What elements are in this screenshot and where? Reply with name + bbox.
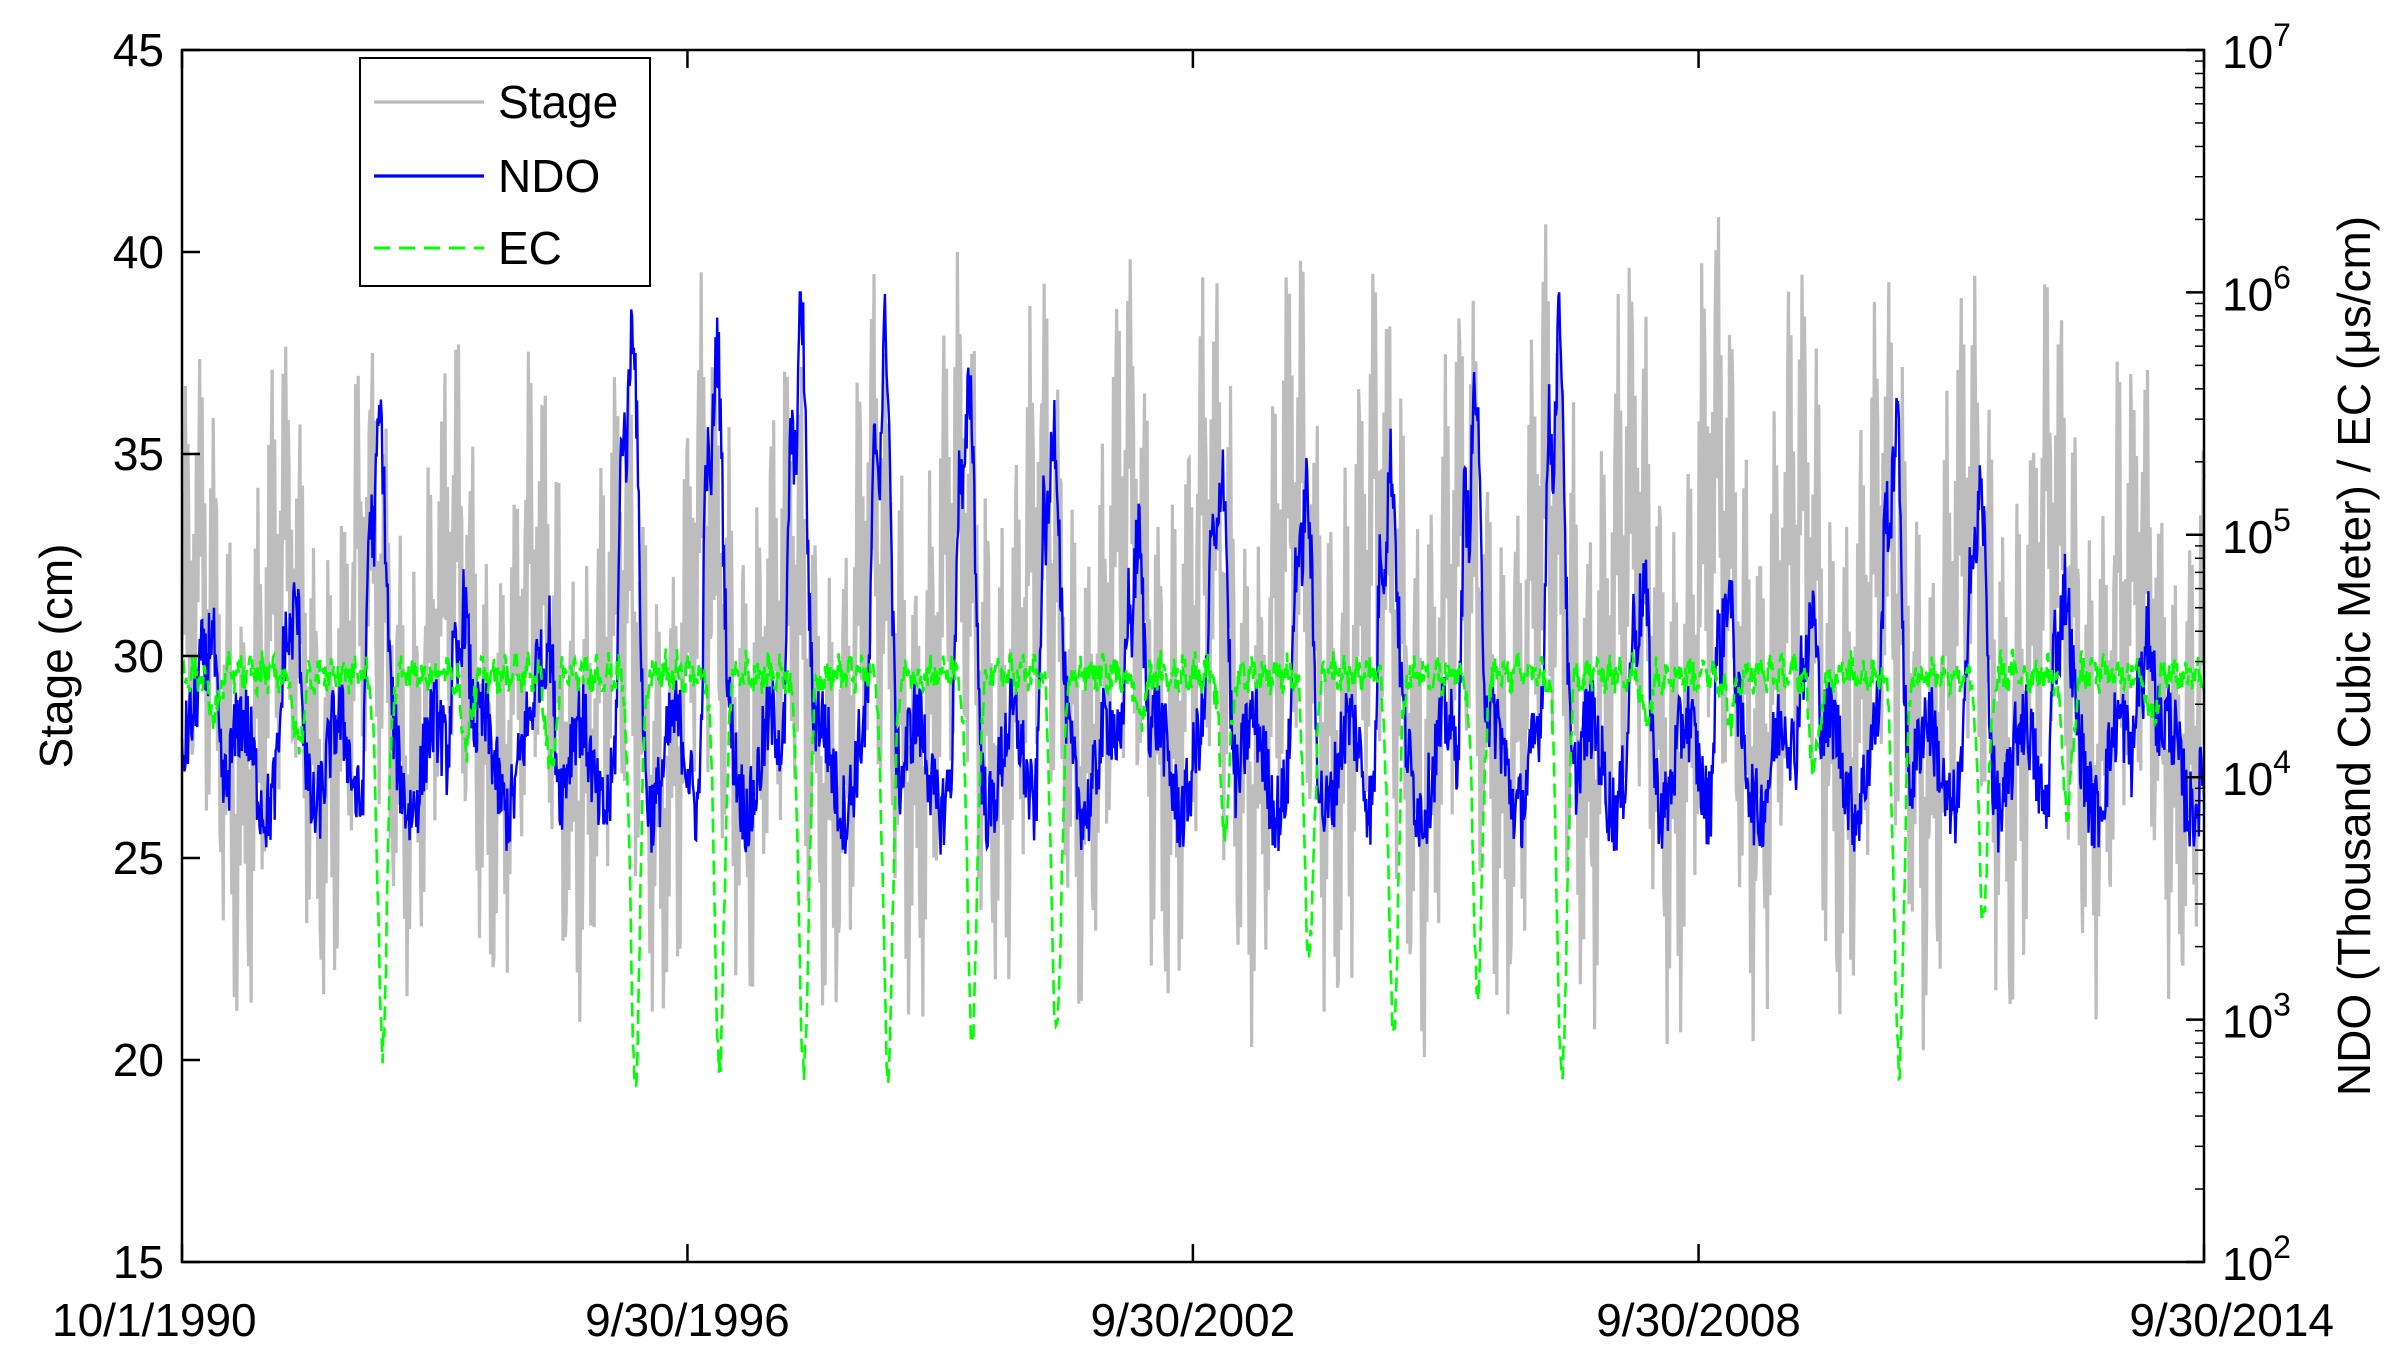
- y-tick-label-right: 106: [2222, 259, 2291, 320]
- legend-box: [359, 57, 651, 287]
- legend: Stage NDO EC: [359, 57, 651, 287]
- y-tick-label-right: 102: [2222, 1229, 2291, 1290]
- y-tick-label-right: 105: [2222, 502, 2291, 563]
- legend-label-ec: EC: [498, 222, 562, 274]
- x-tick-label: 9/30/1996: [585, 1294, 790, 1346]
- y-tick-label-right: 104: [2222, 744, 2291, 805]
- y-tick-label-right: 103: [2222, 987, 2291, 1048]
- y-tick-label-left: 30: [113, 630, 164, 682]
- x-tick-label: 9/30/2008: [1596, 1294, 1801, 1346]
- legend-label-stage: Stage: [498, 76, 618, 128]
- y-axis-label-right: NDO (Thousand Cubic Meter) / EC (μs/cm): [2328, 216, 2380, 1096]
- x-tick-label: 10/1/1990: [52, 1294, 257, 1346]
- y-tick-label-left: 40: [113, 226, 164, 278]
- x-tick-label: 9/30/2002: [1091, 1294, 1296, 1346]
- y-tick-label-left: 45: [113, 24, 164, 76]
- y-tick-label-left: 20: [113, 1034, 164, 1086]
- y-axis-label-left: Stage (cm): [30, 544, 82, 769]
- y-tick-label-left: 15: [113, 1236, 164, 1288]
- ndo-series: [180, 291, 2206, 855]
- ndo-line: [180, 291, 2206, 855]
- y-tick-label-left: 25: [113, 832, 164, 884]
- x-tick-label: 9/30/2014: [2129, 1294, 2334, 1346]
- legend-label-ndo: NDO: [498, 150, 600, 202]
- ec-line: [180, 646, 2206, 1088]
- y-tick-label-left: 35: [113, 428, 164, 480]
- y-tick-label-right: 107: [2222, 17, 2291, 78]
- ec-series: [180, 646, 2206, 1088]
